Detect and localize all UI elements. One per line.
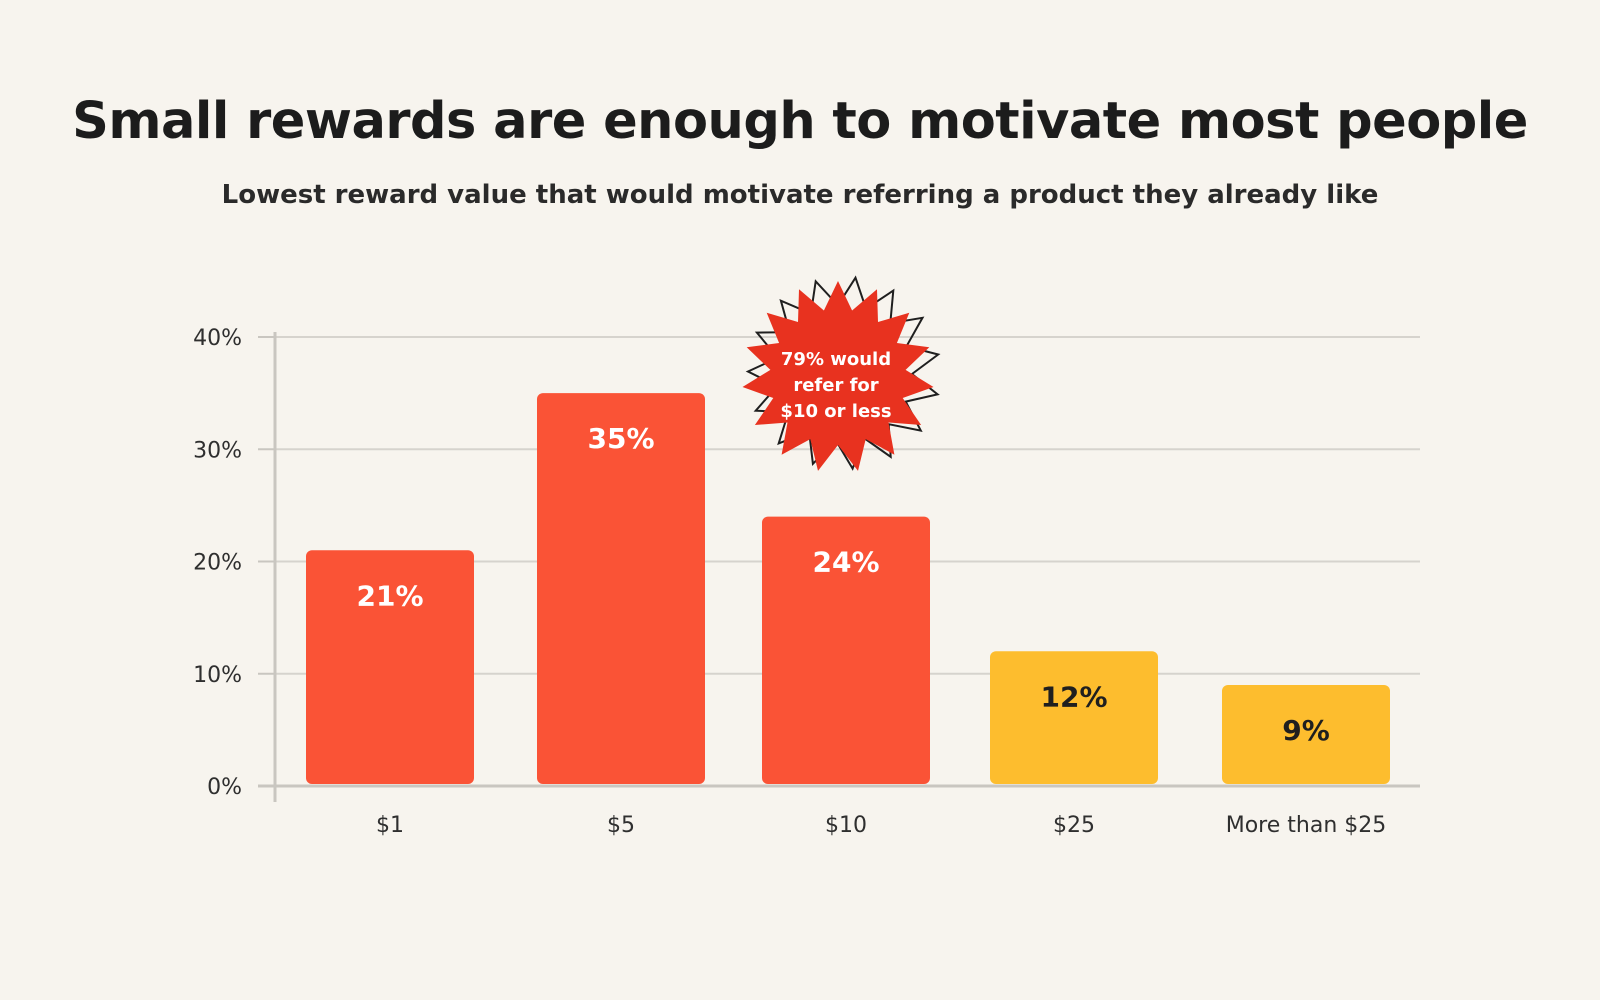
bar	[1222, 684, 1390, 784]
y-tick-label: 40%	[193, 326, 242, 351]
bars	[306, 393, 1390, 784]
x-category-label: $10	[825, 813, 867, 838]
bar	[762, 516, 930, 784]
y-tick-label: 20%	[193, 551, 242, 576]
bar-value-label: 24%	[812, 546, 879, 579]
chart-subtitle: Lowest reward value that would motivate …	[221, 180, 1379, 210]
bar	[537, 393, 705, 784]
starburst-shape	[742, 281, 934, 471]
chart-title: Small rewards are enough to motivate mos…	[72, 92, 1528, 151]
callout-text-line: $10 or less	[780, 401, 891, 422]
callout-text-line: 79% would	[781, 349, 891, 370]
bar-value-label: 9%	[1282, 714, 1330, 747]
y-tick-label: 30%	[193, 438, 242, 463]
bar	[306, 550, 474, 784]
callout-text-line: refer for	[793, 375, 878, 396]
labels: 0% 10% 20% 30% 40% 21% $1 35% $5 24% $10 12% $25 9% Mo…	[193, 326, 1386, 838]
callout-starburst: 79% would refer for $10 or less	[742, 275, 941, 471]
y-tick-label: 0%	[207, 775, 242, 800]
axes	[258, 332, 1420, 802]
bar-value-label: 21%	[356, 579, 423, 612]
y-tick-label: 10%	[193, 663, 242, 688]
x-category-label: $25	[1053, 813, 1095, 838]
x-category-label: $5	[607, 813, 635, 838]
bar-value-label: 35%	[587, 422, 654, 455]
x-category-label: $1	[376, 813, 404, 838]
bar	[990, 651, 1158, 784]
x-category-label: More than $25	[1226, 813, 1387, 838]
bar-value-label: 12%	[1040, 680, 1107, 713]
